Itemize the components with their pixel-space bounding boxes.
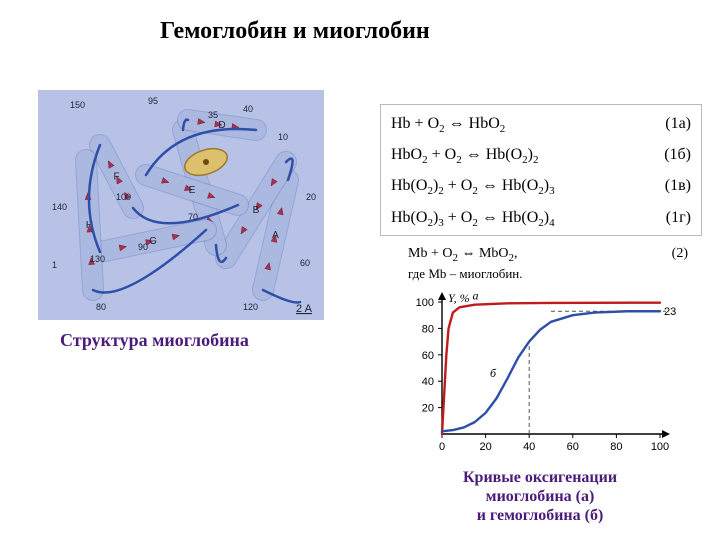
svg-text:140: 140 — [52, 202, 67, 212]
svg-text:130: 130 — [90, 254, 105, 264]
svg-text:150: 150 — [70, 100, 85, 110]
mb-equation-text: Mb + O2 ⇔ MbO2, — [408, 246, 518, 264]
svg-text:40: 40 — [243, 104, 253, 114]
myoglobin-structure-panel: ABCDEFGH15095402060120801401103570901001… — [38, 90, 324, 320]
svg-text:35: 35 — [208, 110, 218, 120]
page-title: Гемоглобин и миоглобин — [160, 18, 430, 45]
svg-text:40: 40 — [523, 441, 535, 453]
oxygenation-chart-caption: Кривые оксигенации миоглобина (а) и гемо… — [420, 468, 660, 525]
svg-text:а: а — [473, 292, 479, 302]
mb-equation-block: Mb + O2 ⇔ MbO2, (2) где Mb – миоглобин. — [408, 246, 688, 282]
svg-text:B: B — [253, 205, 260, 216]
svg-text:F: F — [113, 172, 119, 183]
svg-text:0: 0 — [439, 441, 445, 453]
svg-text:20: 20 — [479, 441, 491, 453]
svg-text:20: 20 — [306, 192, 316, 202]
oxygenation-chart-svg: 0 20 40 60 80 100 20 40 60 80 100 Y, %а б 23% — [396, 292, 676, 462]
svg-text:2 A: 2 A — [296, 303, 313, 315]
oxygenation-chart-panel: 0 20 40 60 80 100 20 40 60 80 100 Y, %а б 23% — [396, 292, 676, 472]
chart-caption-line: миоглобина (а) — [486, 488, 595, 505]
svg-text:90: 90 — [138, 242, 148, 252]
chart-caption-line: Кривые оксигенации — [463, 469, 617, 486]
chart-caption-line: и гемоглобина (б) — [477, 507, 604, 524]
svg-text:10: 10 — [278, 132, 288, 142]
svg-text:100: 100 — [651, 441, 669, 453]
hb-equations-panel: Hb + O2 ⇔ HbO2(1а)HbO2 + O2 ⇔ Hb(O2)2(1б… — [380, 104, 702, 236]
svg-text:20: 20 — [422, 403, 434, 415]
svg-text:70: 70 — [188, 212, 198, 222]
svg-text:80: 80 — [96, 302, 106, 312]
svg-text:Y, %: Y, % — [448, 292, 470, 305]
svg-text:100: 100 — [116, 192, 131, 202]
slide-root: Гемоглобин и миоглобин ABCDEFGH150954020… — [0, 0, 720, 540]
equation-row: Hb(O2)3 + O2 ⇔ Hb(O2)4(1г) — [391, 205, 691, 236]
svg-text:1: 1 — [52, 260, 57, 270]
equation-row: Hb + O2 ⇔ HbO2(1а) — [391, 111, 691, 142]
equation-row: Hb(O2)2 + O2 ⇔ Hb(O2)3(1в) — [391, 173, 691, 204]
myoglobin-structure-svg: ABCDEFGH15095402060120801401103570901001… — [38, 90, 324, 320]
svg-text:100: 100 — [416, 297, 434, 309]
svg-text:40: 40 — [422, 376, 434, 388]
svg-text:120: 120 — [243, 302, 258, 312]
svg-text:A: A — [272, 230, 279, 241]
svg-text:60: 60 — [300, 258, 310, 268]
svg-text:60: 60 — [422, 350, 434, 362]
svg-text:60: 60 — [567, 441, 579, 453]
mb-equation-number: (2) — [672, 246, 688, 264]
svg-text:E: E — [189, 185, 196, 196]
svg-text:23%: 23% — [664, 306, 676, 318]
svg-text:б: б — [490, 366, 497, 380]
svg-text:80: 80 — [610, 441, 622, 453]
mb-equation-subtext: где Mb – миоглобин. — [408, 266, 688, 282]
myoglobin-structure-caption: Структура миоглобина — [60, 330, 249, 351]
svg-text:G: G — [149, 236, 157, 247]
svg-text:80: 80 — [422, 323, 434, 335]
equation-row: HbO2 + O2 ⇔ Hb(O2)2(1б) — [391, 142, 691, 173]
svg-text:95: 95 — [148, 96, 158, 106]
